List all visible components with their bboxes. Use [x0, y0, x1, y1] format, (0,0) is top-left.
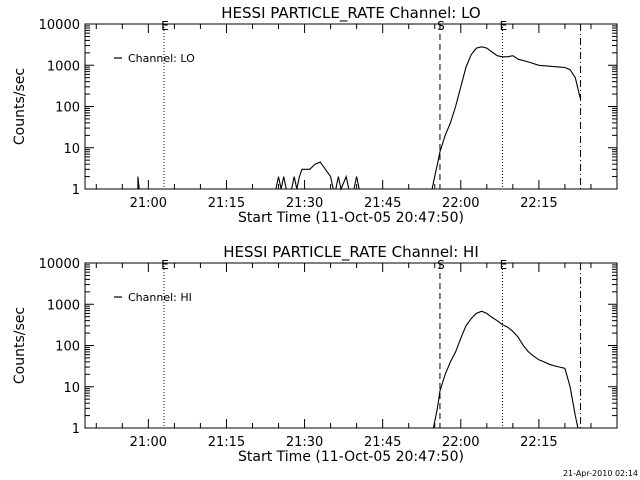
- y-tick-label: 1: [72, 422, 80, 437]
- x-tick-label: 21:45: [364, 435, 401, 450]
- plot-frame: [84, 23, 618, 190]
- footer-timestamp: 21-Apr-2010 02:14: [563, 469, 638, 478]
- series-line: [353, 176, 360, 190]
- series-line: [291, 161, 334, 190]
- marker-label: E: [161, 258, 169, 272]
- marker-label: E: [500, 258, 508, 272]
- y-tick-label: 1: [72, 183, 80, 198]
- marker-label: E: [500, 19, 508, 33]
- marker-label: S: [437, 19, 445, 33]
- series-line: [275, 176, 287, 190]
- x-tick-label: 22:00: [442, 196, 479, 211]
- legend-label: Channel: LO: [128, 52, 195, 65]
- marker-label: S: [437, 258, 445, 272]
- series-line: [432, 310, 579, 429]
- x-axis-label: Start Time (11-Oct-05 20:47:50): [238, 210, 464, 226]
- y-tick-label: 100: [55, 101, 80, 116]
- y-tick-label: 10000: [39, 18, 80, 33]
- x-tick-label: 22:15: [520, 435, 557, 450]
- series-line: [335, 174, 350, 191]
- x-tick-label: 21:15: [208, 435, 245, 450]
- x-tick-label: 21:00: [130, 196, 167, 211]
- x-tick-label: 21:30: [286, 196, 323, 211]
- y-tick-label: 1000: [47, 298, 80, 313]
- y-tick-label: 10000: [39, 257, 80, 272]
- x-tick-label: 22:00: [442, 435, 479, 450]
- plot-frame: [84, 262, 618, 429]
- legend-label: Channel: HI: [128, 291, 192, 304]
- x-tick-label: 21:15: [208, 196, 245, 211]
- y-tick-label: 10: [63, 142, 80, 157]
- x-tick-label: 21:45: [364, 196, 401, 211]
- x-axis-label: Start Time (11-Oct-05 20:47:50): [238, 449, 464, 465]
- x-tick-label: 21:00: [130, 435, 167, 450]
- chart-title: HESSI PARTICLE_RATE Channel: LO: [221, 4, 480, 23]
- y-axis-label: Counts/sec: [12, 307, 28, 384]
- y-tick-label: 10: [63, 381, 80, 396]
- series-line: [431, 46, 582, 190]
- y-axis-label: Counts/sec: [12, 68, 28, 145]
- x-tick-label: 22:15: [520, 196, 557, 211]
- y-tick-label: 100: [55, 340, 80, 355]
- y-tick-label: 1000: [47, 59, 80, 74]
- x-tick-label: 21:30: [286, 435, 323, 450]
- marker-label: E: [161, 19, 169, 33]
- chart-title: HESSI PARTICLE_RATE Channel: HI: [223, 243, 479, 262]
- series-line: [137, 176, 140, 190]
